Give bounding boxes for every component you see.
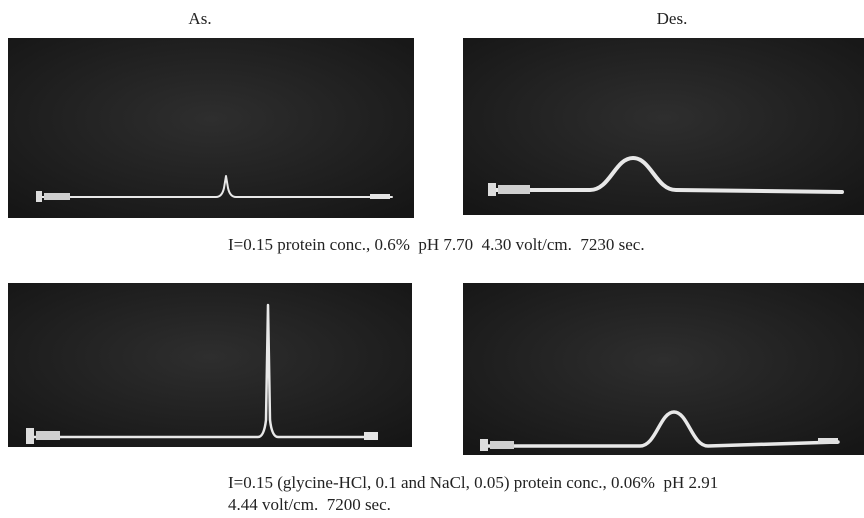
caption: I=0.15 (glycine-HCl, 0.1 and NaCl, 0.05)… (228, 473, 718, 492)
photo-descending-2 (463, 283, 864, 455)
photo-descending-1 (463, 38, 864, 215)
photo-ascending-2 (8, 283, 412, 447)
column-label: As. (188, 9, 211, 28)
figure: As. Des. I=0.15 protein conc., 0.6% pH 7… (0, 0, 864, 518)
column-label: Des. (657, 9, 688, 28)
photo-ascending-1 (8, 38, 414, 218)
caption: I=0.15 protein conc., 0.6% pH 7.70 4.30 … (228, 235, 645, 254)
caption: 4.44 volt/cm. 7200 sec. (228, 495, 391, 514)
